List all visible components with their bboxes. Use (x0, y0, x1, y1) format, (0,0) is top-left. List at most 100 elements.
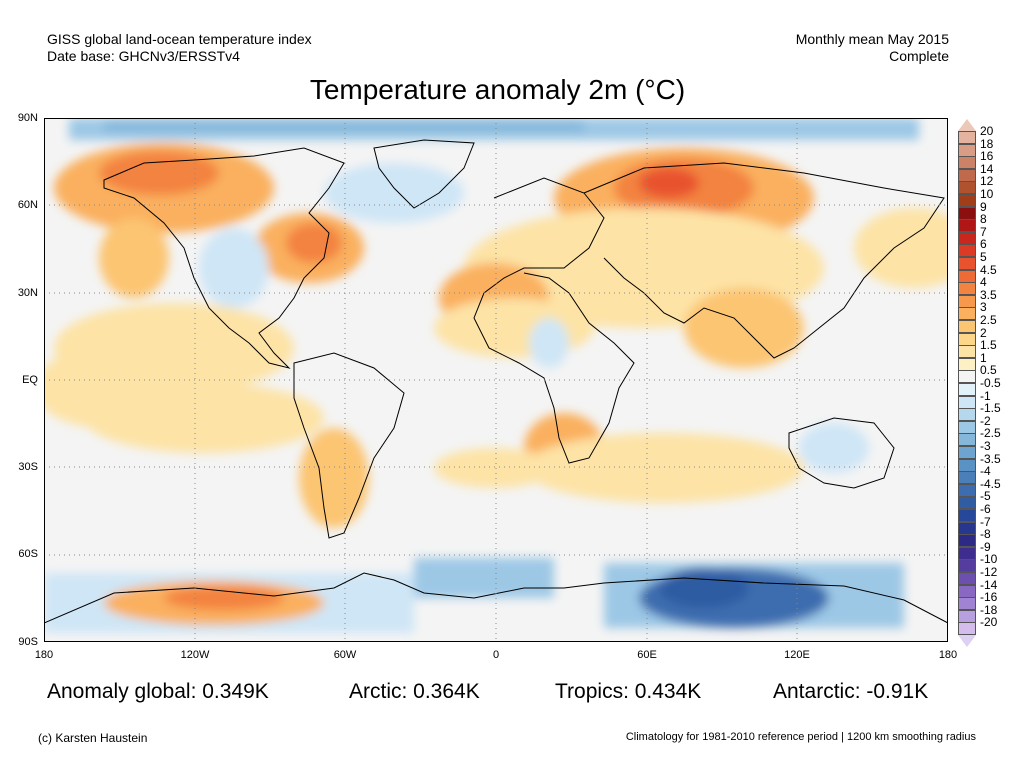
lon-label: 0 (492, 649, 500, 661)
colorbar-cell (958, 622, 976, 636)
colorbar-cell (958, 294, 976, 308)
lat-label: 90S (18, 636, 38, 648)
map-title: Temperature anomaly 2m (°C) (309, 74, 686, 105)
colorbar-label: -0.5 (980, 376, 1001, 390)
colorbar-label: -5 (980, 489, 991, 504)
colorbar-bottom-arrow (958, 635, 976, 647)
colorbar-cell (958, 194, 976, 208)
colorbar-cell (958, 143, 976, 157)
lon-label: 120E (784, 649, 810, 661)
colorbar-cell (958, 383, 976, 397)
colorbar-label: 12 (980, 174, 994, 189)
colorbar-cell (958, 257, 976, 271)
colorbar-cell (958, 420, 976, 434)
colorbar-cell (958, 269, 976, 283)
colorbar-cell (958, 231, 976, 245)
colorbar-label: -4.5 (980, 476, 1001, 491)
colorbar-cell (958, 521, 976, 535)
colorbar-label: 1.5 (980, 338, 997, 353)
database-label: Date base: GHCNv3/ERSSTv4 (47, 48, 240, 64)
colorbar-label: 10 (980, 187, 994, 201)
colorbar-label: -4 (980, 464, 991, 479)
colorbar-cell (958, 181, 976, 195)
colorbar-cell (958, 534, 976, 548)
colorbar-label: -9 (980, 539, 991, 554)
colorbar-cell (958, 357, 976, 371)
period-label: Monthly mean May 2015 (795, 31, 949, 47)
map-area (44, 118, 948, 642)
lat-label: 60N (17, 199, 38, 211)
colorbar-label: 20 (980, 124, 994, 138)
colorbar-cell (958, 206, 976, 220)
colorbar-label: 2.5 (980, 313, 997, 327)
lat-label: 30N (17, 287, 38, 299)
colorbar-label: 16 (980, 149, 994, 164)
stat-antarctic: Antarctic: -0.91K (773, 680, 929, 703)
stat-tropics: Tropics: 0.434K (555, 680, 702, 703)
colorbar-cell (958, 408, 976, 422)
lon-label: 60E (637, 649, 657, 661)
colorbar-cell (958, 395, 976, 409)
coastlines (44, 139, 948, 624)
dataset-title: GISS global land-ocean temperature index (47, 31, 312, 47)
status-label: Complete (889, 48, 949, 64)
header-right: Monthly mean May 2015 Complete (796, 31, 949, 65)
lon-label: 180 (938, 649, 958, 661)
colorbar-label: -16 (980, 590, 998, 605)
colorbar-label: 3.5 (980, 287, 997, 302)
colorbar-label: -12 (980, 565, 998, 579)
lat-label: 60S (18, 548, 38, 560)
colorbar-label: -3 (980, 439, 991, 453)
colorbar-cell (958, 433, 976, 447)
colorbar-cell (958, 458, 976, 472)
colorbar-label: -20 (980, 615, 998, 630)
graticule (44, 118, 948, 642)
colorbar-cell (958, 546, 976, 560)
colorbar-label: -1 (980, 388, 991, 403)
colorbar-cell (958, 572, 976, 586)
colorbar-label: -1.5 (980, 401, 1001, 416)
colorbar-label: -3.5 (980, 451, 1001, 466)
colorbar-cell (958, 307, 976, 321)
lon-label: 60W (333, 649, 357, 661)
colorbar-label: -10 (980, 552, 998, 567)
colorbar-label: -18 (980, 602, 998, 617)
colorbar-label: -6 (980, 502, 991, 516)
colorbar-label: -14 (980, 577, 998, 592)
colorbar-cell (958, 168, 976, 182)
colorbar-cell (958, 471, 976, 485)
map-frame (44, 118, 948, 642)
colorbar-label: 6 (980, 237, 987, 252)
colorbar-cell (958, 320, 976, 334)
colorbar-label: -2.5 (980, 426, 1001, 441)
colorbar-cell (958, 332, 976, 346)
colorbar-label: 9 (980, 199, 987, 214)
climatology-note: Climatology for 1981-2010 reference peri… (625, 731, 976, 743)
colorbar-cell (958, 446, 976, 460)
colorbar-label: 5 (980, 250, 987, 264)
colorbar-label: 18 (980, 136, 994, 151)
lon-label: 120W (180, 649, 210, 661)
colorbar-label: 4 (980, 275, 987, 290)
stat-arctic: Arctic: 0.364K (349, 680, 480, 703)
colorbar-label: -2 (980, 413, 991, 428)
colorbar-cell (958, 597, 976, 611)
colorbar-label: 1 (980, 350, 987, 365)
anomaly-field (44, 118, 948, 633)
colorbar-label: 14 (980, 161, 994, 176)
header-left: GISS global land-ocean temperature index… (47, 31, 312, 65)
colorbar-label: -7 (980, 514, 991, 529)
copyright: (c) Karsten Haustein (38, 731, 148, 745)
colorbar-cell (958, 219, 976, 233)
colorbar-cell (958, 345, 976, 359)
colorbar-label: 8 (980, 212, 987, 227)
colorbar-label: 3 (980, 300, 987, 315)
colorbar-label: 4.5 (980, 262, 997, 277)
colorbar-cell (958, 244, 976, 258)
colorbar-label: 2 (980, 325, 987, 340)
anomaly-map (44, 118, 948, 642)
colorbar-cell (958, 156, 976, 170)
colorbar-cell (958, 483, 976, 497)
colorbar-cell (958, 559, 976, 573)
lat-label: EQ (22, 374, 38, 386)
